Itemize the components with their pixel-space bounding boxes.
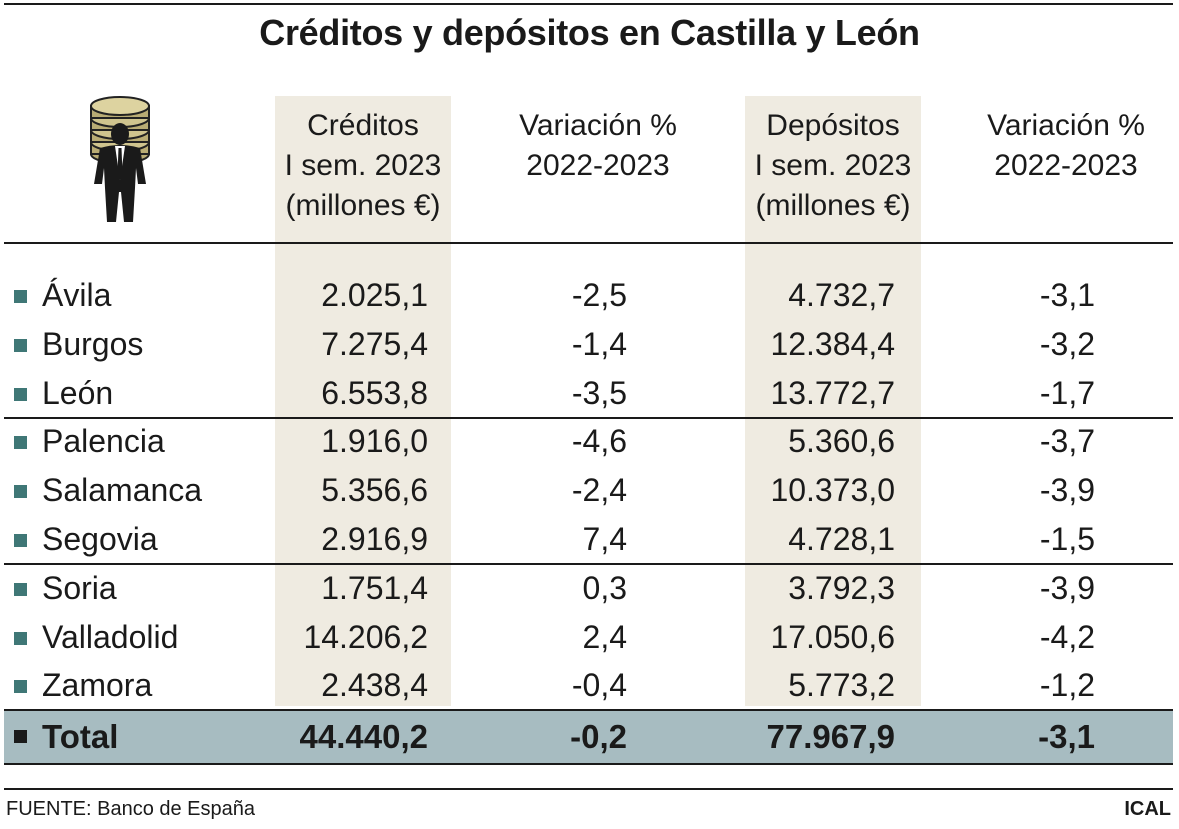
province-label: León xyxy=(42,374,114,411)
depositos-value: 5.360,6 xyxy=(788,423,895,460)
var-creditos-value: -3,5 xyxy=(571,374,627,411)
row-bullet xyxy=(14,534,27,547)
creditos-value: 6.553,8 xyxy=(321,374,428,411)
var-creditos-value: -2,5 xyxy=(571,277,627,313)
header-creditos: Créditos I sem. 2023 (millones €) xyxy=(275,106,451,226)
var-depositos-value: -3,7 xyxy=(1039,423,1095,460)
row-bullet xyxy=(14,631,27,645)
var-depositos-value: -3,2 xyxy=(1039,325,1095,362)
header-line: Variación % xyxy=(987,109,1145,142)
row-bullet xyxy=(14,582,27,596)
brand-logo: ICAL xyxy=(1124,798,1171,820)
creditos-value: 2.025,1 xyxy=(321,277,428,313)
header-line: I sem. 2023 xyxy=(284,149,442,182)
header-line: 2022-2023 xyxy=(526,149,670,182)
province-label: Soria xyxy=(42,569,117,606)
footer-rule xyxy=(4,788,1173,790)
table-row: Salamanca 5.356,6 -2,4 10.373,0 -3,9 xyxy=(0,466,1179,515)
var-creditos-value: -1,4 xyxy=(571,325,627,362)
table-row: Soria 1.751,4 0,3 3.792,3 -3,9 xyxy=(0,564,1179,613)
header-line: I sem. 2023 xyxy=(754,149,912,182)
var-depositos-value: -3,9 xyxy=(1039,569,1095,606)
creditos-value: 2.916,9 xyxy=(321,521,428,557)
depositos-column-shade xyxy=(745,96,921,706)
total-var-creditos: -0,2 xyxy=(570,718,627,755)
group-divider xyxy=(4,563,1173,565)
depositos-value: 4.732,7 xyxy=(788,277,895,313)
province-label: Segovia xyxy=(42,521,158,557)
header-line: (millones €) xyxy=(285,189,441,222)
group-divider xyxy=(4,417,1173,419)
creditos-column-shade xyxy=(275,96,451,706)
source-note: FUENTE: Banco de España xyxy=(6,798,256,820)
var-creditos-value: 0,3 xyxy=(582,569,627,606)
top-rule xyxy=(4,3,1173,5)
row-bullet xyxy=(14,436,27,450)
row-bullet xyxy=(14,680,27,694)
row-bullet xyxy=(14,338,27,352)
table-row: León 6.553,8 -3,5 13.772,7 -1,7 xyxy=(0,369,1179,418)
var-creditos-value: -2,4 xyxy=(571,472,627,509)
header-line: (millones €) xyxy=(755,189,911,222)
depositos-value: 4.728,1 xyxy=(788,521,895,557)
businessman-with-coins-icon xyxy=(90,96,150,222)
province-label: Salamanca xyxy=(42,472,203,509)
header-variacion-creditos: Variación % 2022-2023 xyxy=(498,106,698,186)
var-creditos-value: 2,4 xyxy=(582,618,627,655)
total-creditos: 44.440,2 xyxy=(299,718,428,755)
header-variacion-depositos: Variación % 2022-2023 xyxy=(966,106,1166,186)
depositos-value: 13.772,7 xyxy=(770,374,895,411)
creditos-value: 1.751,4 xyxy=(321,569,428,606)
header-line: Créditos xyxy=(307,109,419,142)
row-bullet xyxy=(14,485,27,499)
var-depositos-value: -1,2 xyxy=(1039,667,1095,704)
depositos-value: 12.384,4 xyxy=(770,325,895,362)
header-rule xyxy=(4,242,1173,244)
depositos-value: 10.373,0 xyxy=(770,472,895,509)
province-label: Zamora xyxy=(42,667,153,704)
province-label: Valladolid xyxy=(42,618,179,655)
total-row: Total 44.440,2 -0,2 77.967,9 -3,1 xyxy=(0,709,1179,765)
creditos-value: 7.275,4 xyxy=(321,325,428,362)
var-depositos-value: -1,5 xyxy=(1039,521,1095,557)
table-row: Segovia 2.916,9 7,4 4.728,1 -1,5 xyxy=(0,515,1179,564)
total-label: Total xyxy=(42,718,119,755)
depositos-value: 3.792,3 xyxy=(788,569,895,606)
var-creditos-value: 7,4 xyxy=(582,521,627,557)
chart-title: Créditos y depósitos en Castilla y León xyxy=(259,12,920,53)
province-label: Burgos xyxy=(42,325,144,362)
total-var-depositos: -3,1 xyxy=(1038,718,1095,755)
header-line: Depósitos xyxy=(766,109,900,142)
var-creditos-value: -0,4 xyxy=(571,667,627,704)
creditos-value: 1.916,0 xyxy=(321,423,428,460)
row-bullet xyxy=(14,387,27,401)
table-row: Valladolid 14.206,2 2,4 17.050,6 -4,2 xyxy=(0,613,1179,662)
total-bullet xyxy=(14,730,27,743)
header-line: 2022-2023 xyxy=(994,149,1138,182)
table-row: Palencia 1.916,0 -4,6 5.360,6 -3,7 xyxy=(0,417,1179,466)
total-band xyxy=(4,709,1173,765)
province-label: Ávila xyxy=(42,277,112,313)
header-depositos: Depósitos I sem. 2023 (millones €) xyxy=(745,106,921,226)
header-line: Variación % xyxy=(519,109,677,142)
var-depositos-value: -4,2 xyxy=(1039,618,1095,655)
province-label: Palencia xyxy=(42,423,165,460)
creditos-value: 2.438,4 xyxy=(321,667,428,704)
creditos-value: 14.206,2 xyxy=(303,618,428,655)
var-creditos-value: -4,6 xyxy=(571,423,627,460)
var-depositos-value: -3,1 xyxy=(1039,277,1095,313)
var-depositos-value: -1,7 xyxy=(1039,374,1095,411)
row-bullet xyxy=(14,290,27,303)
depositos-value: 17.050,6 xyxy=(770,618,895,655)
depositos-value: 5.773,2 xyxy=(788,667,895,704)
table-row: Burgos 7.275,4 -1,4 12.384,4 -3,2 xyxy=(0,320,1179,369)
var-depositos-value: -3,9 xyxy=(1039,472,1095,509)
creditos-value: 5.356,6 xyxy=(321,472,428,509)
table-row: Zamora 2.438,4 -0,4 5.773,2 -1,2 xyxy=(0,661,1179,710)
total-depositos: 77.967,9 xyxy=(766,718,895,755)
table-row: Ávila 2.025,1 -2,5 4.732,7 -3,1 xyxy=(0,271,1179,320)
